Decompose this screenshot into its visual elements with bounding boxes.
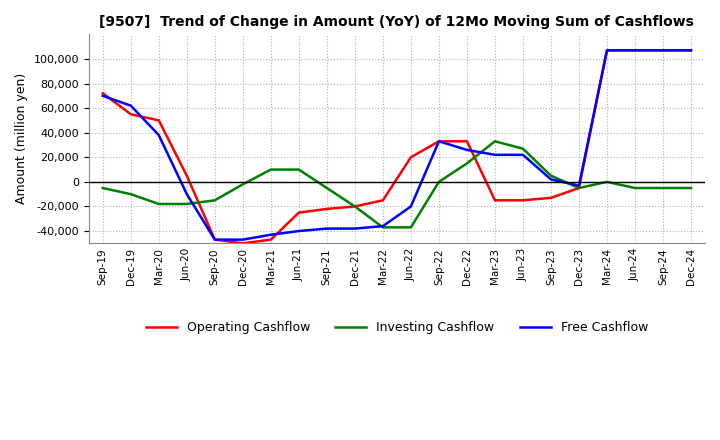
Free Cashflow <box>182 191 191 197</box>
Operating Cashflow <box>294 210 303 215</box>
Operating Cashflow <box>323 206 331 212</box>
Operating Cashflow <box>182 173 191 178</box>
Investing Cashflow <box>155 202 163 207</box>
Line: Operating Cashflow: Operating Cashflow <box>103 50 691 243</box>
Investing Cashflow <box>407 225 415 230</box>
Operating Cashflow <box>435 139 444 144</box>
Free Cashflow <box>407 204 415 209</box>
Free Cashflow <box>631 48 639 53</box>
Investing Cashflow <box>323 185 331 191</box>
Investing Cashflow <box>546 173 555 178</box>
Free Cashflow <box>518 152 527 158</box>
Free Cashflow <box>99 93 107 99</box>
Title: [9507]  Trend of Change in Amount (YoY) of 12Mo Moving Sum of Cashflows: [9507] Trend of Change in Amount (YoY) o… <box>99 15 694 29</box>
Free Cashflow <box>127 103 135 108</box>
Operating Cashflow <box>210 237 219 242</box>
Operating Cashflow <box>575 185 583 191</box>
Investing Cashflow <box>518 146 527 151</box>
Investing Cashflow <box>238 182 247 187</box>
Investing Cashflow <box>575 185 583 191</box>
Line: Investing Cashflow: Investing Cashflow <box>103 141 691 227</box>
Operating Cashflow <box>155 118 163 123</box>
Operating Cashflow <box>379 198 387 203</box>
Free Cashflow <box>210 237 219 242</box>
Operating Cashflow <box>659 48 667 53</box>
Free Cashflow <box>266 232 275 237</box>
Operating Cashflow <box>631 48 639 53</box>
Investing Cashflow <box>182 202 191 207</box>
Legend: Operating Cashflow, Investing Cashflow, Free Cashflow: Operating Cashflow, Investing Cashflow, … <box>140 316 653 340</box>
Free Cashflow <box>155 132 163 138</box>
Operating Cashflow <box>462 139 471 144</box>
Investing Cashflow <box>687 185 696 191</box>
Investing Cashflow <box>435 179 444 184</box>
Investing Cashflow <box>266 167 275 172</box>
Free Cashflow <box>462 147 471 153</box>
Investing Cashflow <box>127 191 135 197</box>
Investing Cashflow <box>631 185 639 191</box>
Free Cashflow <box>238 237 247 242</box>
Operating Cashflow <box>127 112 135 117</box>
Investing Cashflow <box>210 198 219 203</box>
Free Cashflow <box>351 226 359 231</box>
Investing Cashflow <box>99 185 107 191</box>
Line: Free Cashflow: Free Cashflow <box>103 50 691 240</box>
Operating Cashflow <box>687 48 696 53</box>
Free Cashflow <box>435 139 444 144</box>
Y-axis label: Amount (million yen): Amount (million yen) <box>15 73 28 205</box>
Investing Cashflow <box>659 185 667 191</box>
Operating Cashflow <box>490 198 499 203</box>
Operating Cashflow <box>546 195 555 201</box>
Investing Cashflow <box>603 179 611 184</box>
Free Cashflow <box>603 48 611 53</box>
Operating Cashflow <box>518 198 527 203</box>
Free Cashflow <box>490 152 499 158</box>
Free Cashflow <box>687 48 696 53</box>
Investing Cashflow <box>351 204 359 209</box>
Free Cashflow <box>294 228 303 234</box>
Investing Cashflow <box>294 167 303 172</box>
Free Cashflow <box>575 183 583 188</box>
Operating Cashflow <box>266 237 275 242</box>
Investing Cashflow <box>490 139 499 144</box>
Operating Cashflow <box>351 204 359 209</box>
Operating Cashflow <box>407 154 415 160</box>
Free Cashflow <box>379 224 387 229</box>
Operating Cashflow <box>238 241 247 246</box>
Operating Cashflow <box>603 48 611 53</box>
Investing Cashflow <box>379 225 387 230</box>
Operating Cashflow <box>99 91 107 96</box>
Free Cashflow <box>323 226 331 231</box>
Free Cashflow <box>659 48 667 53</box>
Free Cashflow <box>546 177 555 182</box>
Investing Cashflow <box>462 161 471 166</box>
